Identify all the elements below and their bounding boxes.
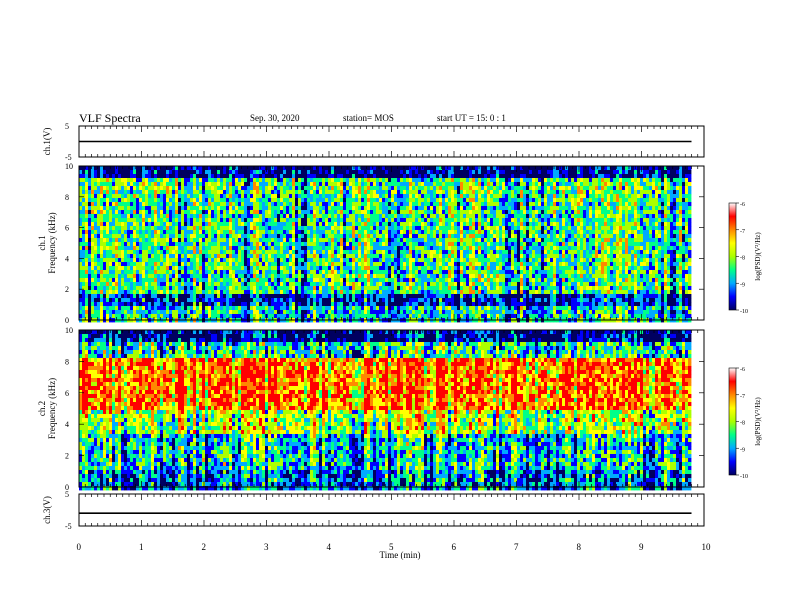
ytick-label: 0 (65, 316, 69, 325)
ytick-label: 5 (65, 490, 69, 499)
colorbar-tick-label: -7 (740, 394, 745, 400)
xtick-label: 8 (577, 542, 582, 552)
ytick-label: 4 (65, 420, 69, 429)
colorbar-tick-label: -9 (740, 282, 745, 288)
colorbar-tick-label: -10 (740, 474, 748, 480)
colorbar-tick-label: -9 (740, 447, 745, 453)
colorbar-ch2 (729, 368, 736, 475)
xtick-label: 0 (77, 542, 82, 552)
xtick-label: 9 (639, 542, 644, 552)
ytick-label: 5 (65, 122, 69, 131)
ytick-label: -5 (65, 153, 72, 162)
ytick-label: 8 (65, 357, 69, 366)
colorbar-label: log(PSD)(V²/Hz) (754, 397, 762, 446)
colorbar-tick-label: -10 (740, 309, 748, 315)
ylabel: Frequency (kHz) (47, 212, 57, 273)
xlabel: Time (min) (380, 550, 421, 560)
colorbar-tick-label: -6 (740, 367, 745, 373)
ytick-label: 4 (65, 254, 69, 263)
xtick-label: 1 (139, 542, 144, 552)
ytick-label: 10 (65, 326, 73, 335)
ytick-label: 10 (65, 162, 73, 171)
xtick-label: 7 (514, 542, 519, 552)
ytick-label: 8 (65, 193, 69, 202)
ylabel: ch.2 (37, 401, 47, 416)
ytick-label: -5 (65, 522, 72, 531)
colorbar-tick-label: -6 (740, 202, 745, 208)
ylabel: ch.1 (37, 235, 47, 250)
xtick-label: 2 (202, 542, 207, 552)
ylabel: ch.3(V) (42, 496, 52, 524)
ylabel: ch.1(V) (42, 128, 52, 156)
spectrogram-ch2 (79, 330, 691, 490)
ytick-label: 2 (65, 452, 69, 461)
colorbar-tick-label: -8 (740, 256, 745, 262)
vlf-spectra-figure: 5-5ch.1(V)0246810ch.1 Frequency (kHz)0246… (0, 0, 792, 612)
colorbar-tick-label: -8 (740, 421, 745, 427)
colorbar-ch1 (729, 203, 736, 310)
xtick-label: 3 (264, 542, 269, 552)
spectrogram-ch1 (79, 166, 691, 322)
xtick-label: 6 (452, 542, 457, 552)
colorbar-tick-label: -7 (740, 229, 745, 235)
ytick-label: 6 (65, 389, 69, 398)
ytick-label: 6 (65, 224, 69, 233)
ylabel: Frequency (kHz) (47, 378, 57, 439)
xtick-label: 10 (702, 542, 712, 552)
colorbar-label: log(PSD)(V²/Hz) (754, 232, 762, 281)
xtick-label: 4 (327, 542, 332, 552)
ytick-label: 2 (65, 285, 69, 294)
